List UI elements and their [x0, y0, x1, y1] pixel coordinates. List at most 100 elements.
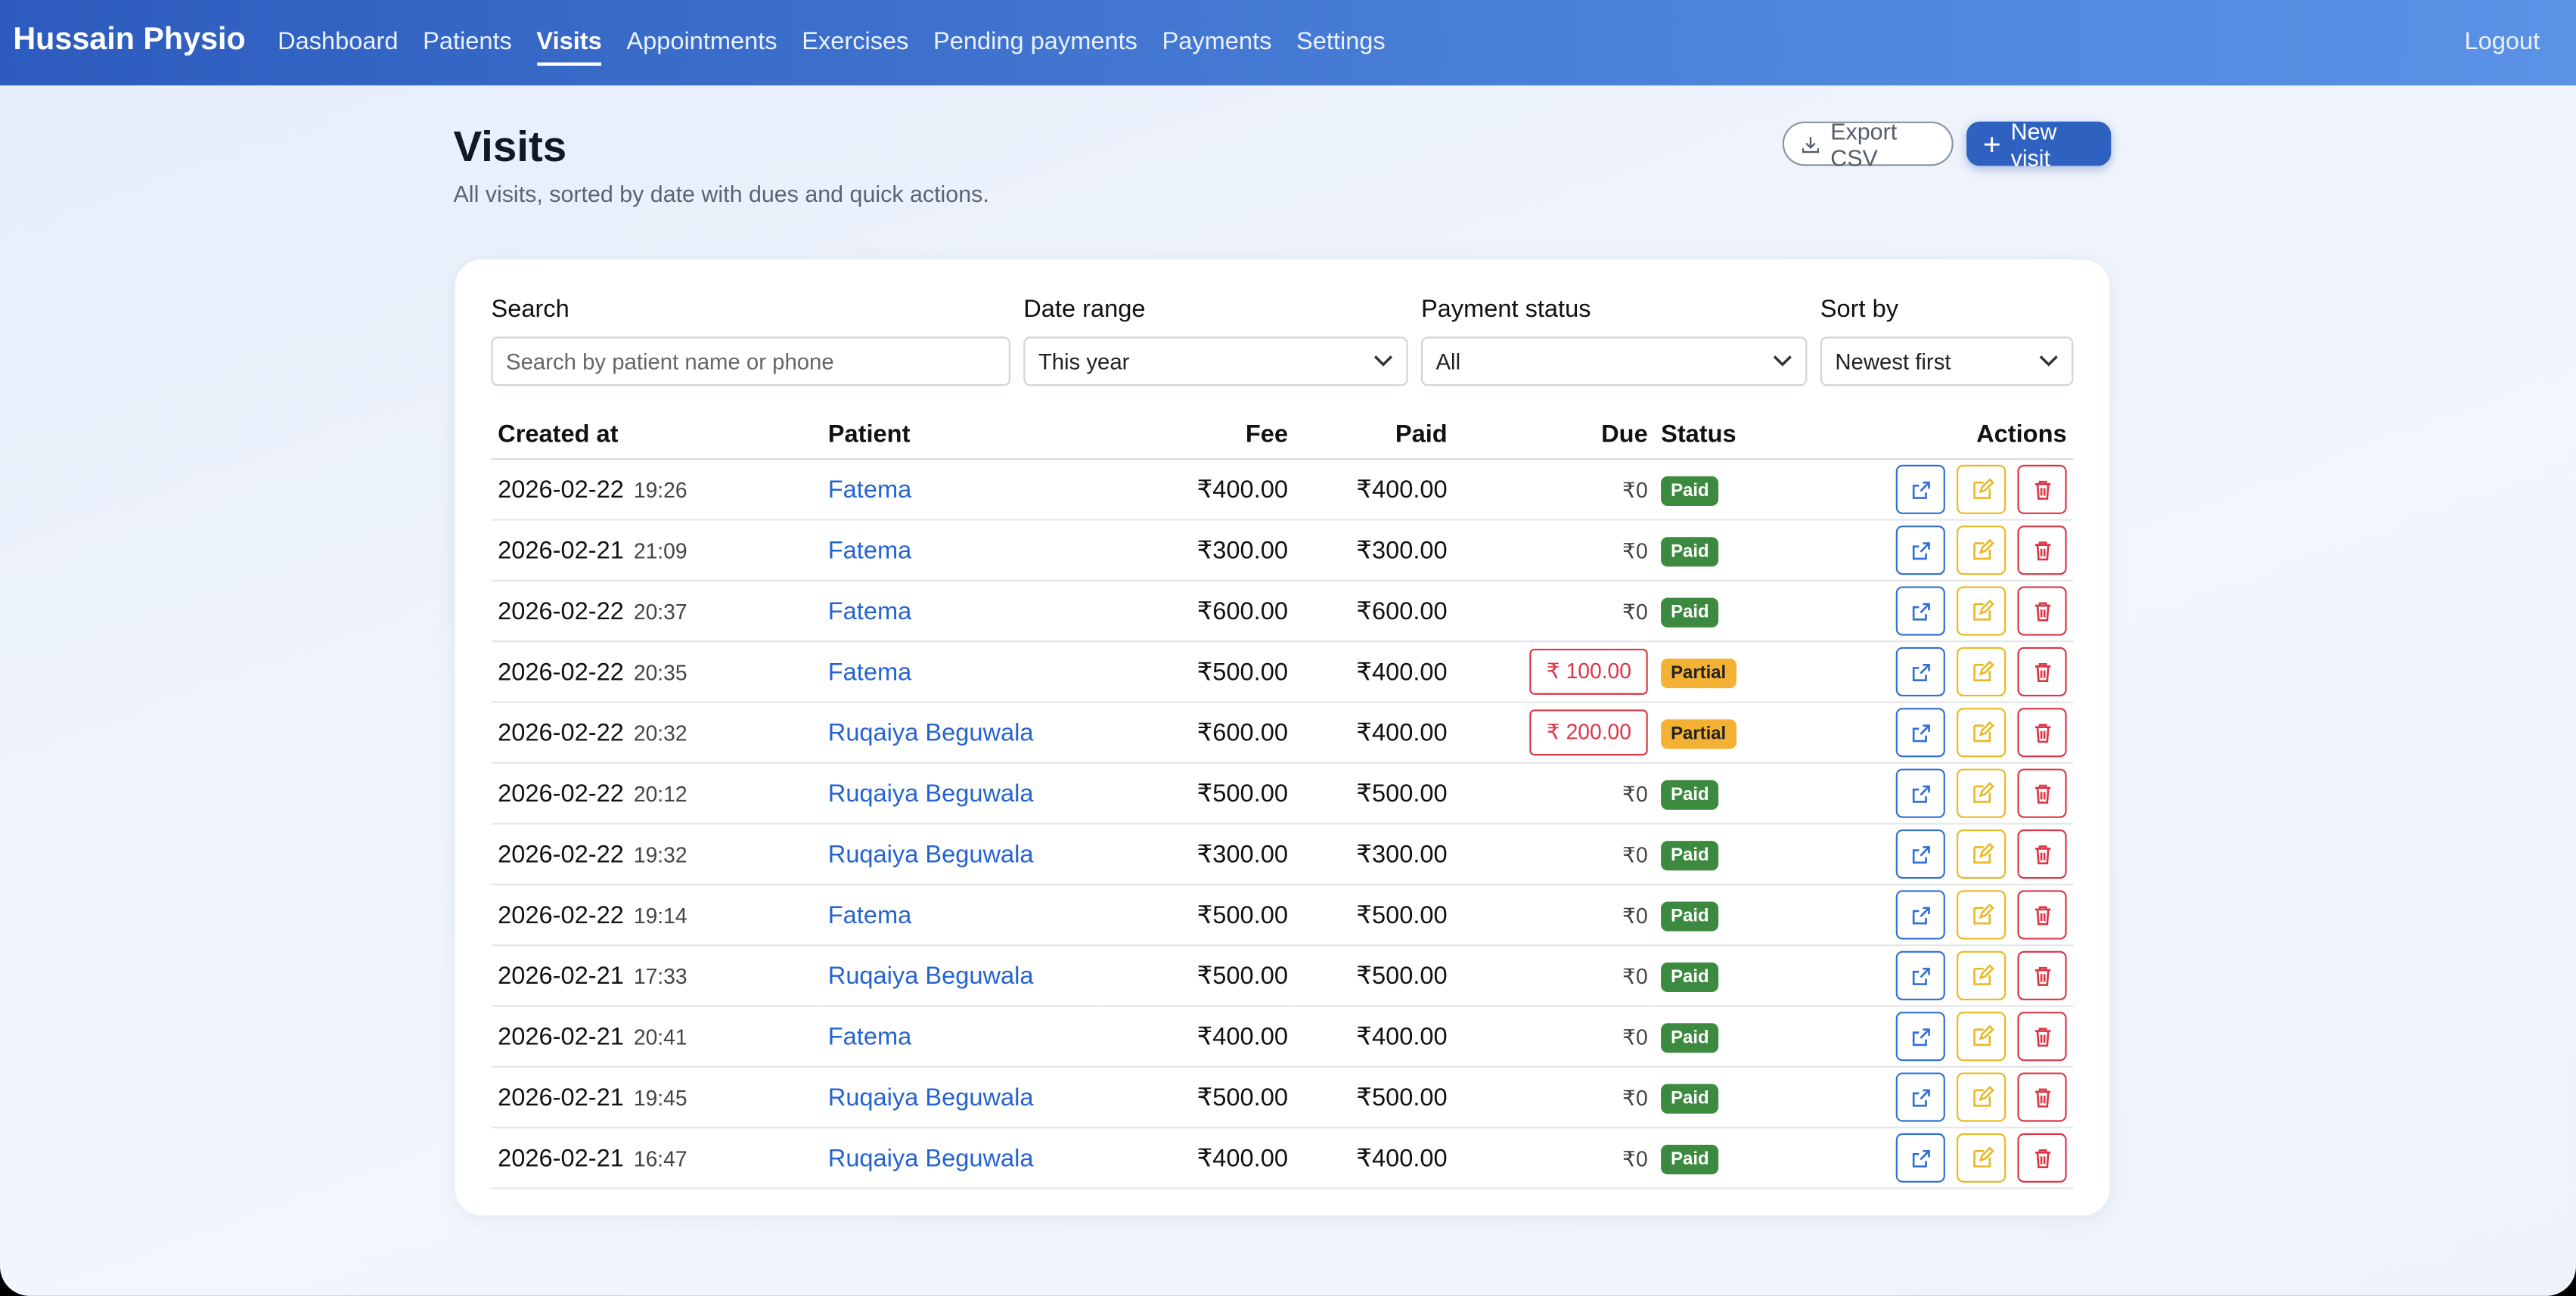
fee-cell: ₹600.00 [1100, 702, 1295, 764]
brand[interactable]: Hussain Physio [13, 23, 246, 58]
icon [2034, 783, 2050, 803]
patient-link[interactable]: Fatema [827, 475, 912, 504]
delete-button[interactable] [2017, 526, 2067, 575]
patient-link[interactable]: Fatema [827, 536, 912, 565]
visit-time: 17:33 [633, 963, 687, 988]
delete-button[interactable] [2017, 464, 2067, 514]
created-cell: 2026-02-21 16:47 [491, 1127, 822, 1189]
due-cell: ₹0 [1454, 762, 1655, 825]
nav-link[interactable]: Exercises [802, 27, 909, 56]
visit-row: 2026-02-22 19:14 Fatema ₹500.00 ₹500.00 ₹0 Pai… [491, 884, 2074, 947]
icon [1911, 602, 1929, 620]
delete-button[interactable] [2017, 950, 2067, 1000]
open-button[interactable] [1895, 1072, 1945, 1122]
payment-select[interactable]: All [1420, 336, 1808, 386]
due-amount: ₹0 [1622, 902, 1648, 928]
visit-row: 2026-02-22 20:32 Ruqaiya Beguwala ₹600.00 ₹4… [491, 702, 2074, 764]
patient-link[interactable]: Ruqaiya Beguwala [827, 1143, 1034, 1172]
delete-button[interactable] [2017, 708, 2067, 758]
patient-link[interactable]: Fatema [827, 901, 912, 929]
visit-date: 2026-02-22 [498, 779, 624, 808]
search-placeholder: Search by patient name or phone [506, 349, 834, 374]
icon [1911, 541, 1929, 560]
edit-button[interactable] [1957, 950, 2006, 1000]
download-icon [1802, 136, 1820, 153]
edit-button[interactable] [1957, 1012, 2006, 1062]
nav-link[interactable]: Patients [423, 27, 512, 56]
sort-select[interactable]: Newest first [1820, 336, 2074, 386]
fee-cell: ₹400.00 [1100, 1127, 1295, 1189]
patient-link[interactable]: Fatema [827, 657, 912, 686]
open-button[interactable] [1895, 464, 1945, 514]
patient-link[interactable]: Ruqaiya Beguwala [827, 718, 1034, 747]
visit-time: 16:47 [633, 1146, 687, 1170]
date-select[interactable]: This year [1023, 336, 1408, 386]
visit-row: 2026-02-22 19:32 Ruqaiya Beguwala ₹300.00 ₹3… [491, 823, 2074, 885]
open-button[interactable] [1895, 829, 1945, 879]
nav-link[interactable]: Appointments [626, 27, 777, 56]
export-button[interactable]: Export CSV [1782, 117, 1954, 170]
open-button[interactable] [1895, 526, 1945, 575]
nav-link[interactable]: Dashboard [278, 27, 399, 56]
nav-link[interactable]: Visits [536, 28, 602, 66]
search-input[interactable]: Search by patient name or phone [491, 336, 1010, 386]
edit-button[interactable] [1957, 708, 2006, 758]
due-amount: ₹0 [1622, 477, 1648, 502]
open-button[interactable] [1895, 890, 1945, 940]
status-cell: Paid [1654, 459, 1802, 521]
patient-link[interactable]: Fatema [827, 597, 912, 625]
icon [1972, 1146, 1994, 1167]
edit-button[interactable] [1957, 829, 2006, 879]
edit-button[interactable] [1957, 1072, 2006, 1122]
edit-button[interactable] [1957, 1133, 2006, 1183]
patient-link[interactable]: Ruqaiya Beguwala [827, 840, 1034, 869]
due-cell: ₹0 [1454, 1066, 1655, 1129]
icon [1972, 659, 1994, 681]
open-button[interactable] [1895, 950, 1945, 1000]
delete-button[interactable] [2017, 829, 2067, 879]
visit-date: 2026-02-21 [498, 1022, 624, 1051]
open-button[interactable] [1895, 1133, 1945, 1183]
open-button[interactable] [1895, 708, 1945, 758]
edit-button[interactable] [1957, 646, 2006, 697]
edit-button[interactable] [1957, 526, 2006, 575]
status-cell: Paid [1654, 519, 1802, 581]
due-amount: ₹ 100.00 [1530, 649, 1648, 695]
patient-cell: Fatema [821, 1006, 1101, 1068]
paid-cell: ₹500.00 [1294, 884, 1454, 947]
delete-button[interactable] [2017, 890, 2067, 940]
delete-button[interactable] [2017, 1012, 2067, 1062]
patient-link[interactable]: Ruqaiya Beguwala [827, 779, 1034, 808]
visit-date: 2026-02-22 [498, 840, 624, 869]
edit-button[interactable] [1957, 586, 2006, 636]
patient-cell: Ruqaiya Beguwala [821, 823, 1101, 885]
status-badge: Paid [1661, 536, 1719, 566]
patient-link[interactable]: Ruqaiya Beguwala [827, 1083, 1034, 1112]
icon [2034, 1148, 2050, 1167]
delete-button[interactable] [2017, 586, 2067, 636]
actions [1809, 1133, 2067, 1183]
open-button[interactable] [1895, 1012, 1945, 1062]
status-cell: Paid [1654, 1127, 1802, 1189]
fee-cell: ₹300.00 [1100, 823, 1295, 885]
logout-link[interactable]: Logout [2464, 27, 2540, 56]
nav-link[interactable]: Pending payments [933, 27, 1137, 56]
open-button[interactable] [1895, 768, 1945, 818]
edit-button[interactable] [1957, 768, 2006, 818]
open-button[interactable] [1895, 586, 1945, 636]
new-visit-button[interactable]: New visit [1966, 117, 2112, 170]
delete-button[interactable] [2017, 646, 2067, 697]
delete-button[interactable] [2017, 1133, 2067, 1183]
patient-link[interactable]: Ruqaiya Beguwala [827, 961, 1034, 990]
column-header: Fee [1100, 411, 1295, 460]
open-button[interactable] [1895, 646, 1945, 697]
delete-button[interactable] [2017, 1072, 2067, 1122]
patient-link[interactable]: Fatema [827, 1022, 912, 1051]
paid-cell: ₹400.00 [1294, 702, 1454, 764]
edit-button[interactable] [1957, 464, 2006, 514]
date-value: This year [1038, 349, 1130, 374]
nav-link[interactable]: Settings [1296, 27, 1386, 56]
edit-button[interactable] [1957, 890, 2006, 940]
nav-link[interactable]: Payments [1162, 27, 1272, 56]
delete-button[interactable] [2017, 768, 2067, 818]
